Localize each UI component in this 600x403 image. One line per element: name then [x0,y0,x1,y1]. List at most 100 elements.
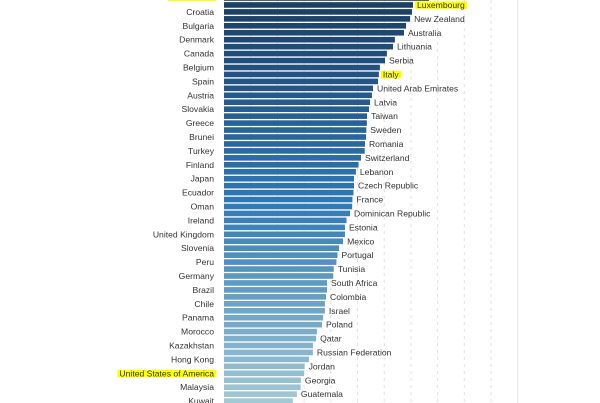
category-label: Brunei [189,132,214,142]
category-label: Oman [191,202,215,212]
category-label: Australia [408,28,442,38]
bar [224,16,411,22]
bar [224,391,297,397]
category-label: Georgia [305,375,336,385]
category-label: Finland [186,160,214,170]
category-label: Italy [383,69,399,79]
bar [224,252,338,258]
category-label: Austria [187,90,214,100]
bar [224,168,356,175]
bar [224,78,379,85]
category-label: Panama [182,313,214,323]
bar [224,127,367,133]
category-label: Lebanon [360,167,394,177]
bar [224,64,380,71]
category-label: Israel [329,306,350,316]
bar [224,106,369,112]
category-label: Turkey [188,146,215,156]
category-label: Serbia [389,56,414,66]
bar [224,134,367,140]
bar [224,210,351,217]
category-label: Portugal [341,250,373,260]
category-label: Switzerland [365,153,410,163]
category-label: Malaysia [180,382,214,392]
category-label: Guatemala [301,389,343,399]
bar [224,398,293,403]
category-label: Czech Republic [358,181,419,191]
bar [224,370,305,377]
category-label: Brazil [193,285,215,295]
bar [224,113,368,119]
bar [224,141,365,147]
category-label: Morocco [181,327,214,337]
category-label: Hong Kong [171,354,214,364]
bar [224,92,372,99]
category-label: Sweden [370,125,401,135]
bar [224,29,404,36]
category-label: Poland [326,320,353,330]
category-label: Ecuador [182,188,214,198]
bar [224,266,334,272]
bar [224,203,353,210]
bar [224,245,340,251]
category-label: Lithuania [397,42,432,52]
bar [224,175,355,182]
bar [224,349,313,356]
category-label: Taiwan [371,111,398,121]
category-label: Tunisia [338,264,366,274]
category-label: Kuwait [188,396,214,403]
category-label: Slovakia [182,104,215,114]
bar [224,363,305,370]
category-label: Slovenia [181,243,214,253]
bar [224,314,324,321]
category-label: Dominican Republic [354,208,431,218]
bar [224,155,361,161]
category-label: United Kingdom [153,229,214,239]
category-label: Colombia [330,292,367,302]
bar [224,377,301,384]
category-label: Romania [369,139,404,149]
label-highlight [168,0,216,1]
bar [224,273,334,279]
bar [224,224,345,231]
bar [224,342,313,349]
bar [224,162,359,168]
bar [224,328,317,335]
bar [224,231,345,238]
category-label: Spain [192,76,214,86]
bar [224,259,337,265]
category-label: Germany [179,271,215,281]
bar [224,238,344,245]
bar [224,0,430,1]
bar [224,50,387,57]
category-label: Bulgaria [182,21,214,31]
category-label: United States of America [119,368,214,378]
category-label: Chile [194,299,214,309]
category-label: Peru [196,257,214,267]
category-label: Kazakhstan [169,341,214,351]
category-label: Greece [186,118,214,128]
category-label: Russian Federation [317,347,392,357]
category-label: Mexico [347,236,374,246]
category-label: Denmark [179,35,215,45]
bar [224,71,379,78]
bar [224,2,414,8]
bar [224,36,395,43]
category-label: Canada [184,49,214,59]
bar [224,148,365,154]
label-highlight [415,1,468,9]
bar [224,57,386,64]
bar [224,9,412,15]
category-label: Japan [191,174,215,184]
bar [224,43,394,50]
bar [224,217,347,224]
bar [224,307,325,314]
category-label: Qatar [320,334,342,344]
bar [224,301,325,307]
category-label: Croatia [186,7,214,17]
label-highlight [380,70,402,79]
bar [224,321,322,328]
bar [224,99,371,106]
bar [224,85,373,92]
